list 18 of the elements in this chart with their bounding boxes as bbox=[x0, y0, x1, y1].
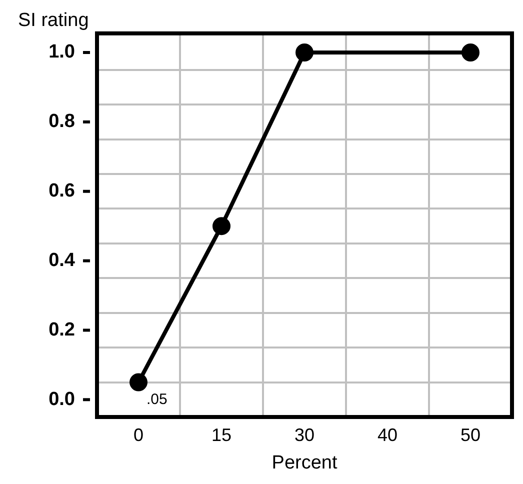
x-tick-label: 15 bbox=[211, 424, 232, 445]
x-tick-label: 30 bbox=[294, 424, 315, 445]
annotation: .05 bbox=[146, 390, 168, 408]
y-tick-label: 0.8 bbox=[48, 111, 75, 132]
point bbox=[212, 217, 230, 236]
x-axis-title: Percent bbox=[272, 452, 338, 474]
y-axis-title: SI rating bbox=[18, 10, 89, 32]
y-tick-label: 1.0 bbox=[48, 42, 75, 63]
y-tick-label: 0.4 bbox=[48, 250, 76, 272]
point bbox=[462, 43, 480, 62]
y-tick-label: 0.0 bbox=[48, 388, 75, 410]
point bbox=[296, 43, 314, 62]
x-tick-label: 50 bbox=[460, 424, 481, 445]
x-tick-label: 0 bbox=[133, 424, 144, 445]
y-tick-label: 0.2 bbox=[48, 319, 75, 340]
y-tick-label: 0.6 bbox=[48, 180, 75, 202]
point bbox=[130, 373, 148, 392]
x-tick-label: 40 bbox=[377, 424, 398, 445]
